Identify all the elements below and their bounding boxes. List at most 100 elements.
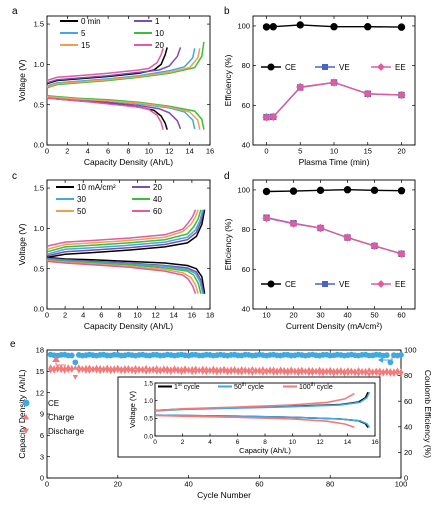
panel-e-ytick-label: 15 — [36, 367, 44, 376]
panel-a-legend-label: 20 — [155, 41, 164, 50]
panel-e-inset-xtick-label: 0 — [153, 439, 157, 446]
panel-e-discharge-point — [214, 370, 220, 376]
panel-a-series-4-discharge-line — [46, 95, 201, 130]
panel-b-series-2-point — [269, 112, 278, 121]
panel-a-series-3-discharge-line — [46, 95, 205, 130]
panel-b-ylabel: Efficiency (%) — [223, 54, 233, 106]
panel-a-legend-label: 10 — [155, 29, 164, 38]
panel-e-inset-legend-prefix: 1 — [174, 384, 178, 391]
panel-e-charge-point — [316, 366, 323, 372]
panel-e-inset-legend-sup: th — [242, 382, 246, 388]
panel-e-inset-legend-suffix: cycle — [315, 384, 333, 391]
panel-e-discharge-point — [377, 372, 383, 378]
panel-e-discharge-point — [97, 369, 103, 375]
panel-e-legend-marker — [22, 399, 30, 407]
panel-e-discharge-point — [143, 370, 149, 375]
panel-a-xtick-label: 6 — [106, 147, 110, 156]
panel-e-charge-point — [65, 364, 71, 369]
panel-c-ytick-label: 0.5 — [34, 264, 44, 273]
panel-e-discharge-point — [147, 369, 153, 375]
panel-e-ce-point — [387, 359, 394, 366]
panel-c-xtick-label: 0 — [45, 311, 49, 320]
panel-b-series-0-point — [296, 21, 304, 29]
panel-a-xtick-label: 2 — [65, 147, 69, 156]
panel-e-charge-point — [58, 364, 64, 370]
panel-e-ce-point — [72, 359, 79, 366]
panel-e-charge-point — [115, 364, 121, 370]
panel-a-series-4-charge-line — [46, 48, 201, 88]
panel-e-discharge-point — [154, 370, 160, 375]
panel-a-series-5-charge-line — [46, 48, 164, 82]
panel-b-series-0-point — [364, 23, 372, 31]
panel-c-legend-label: 20 — [153, 183, 162, 192]
panel-e-charge-point — [288, 366, 294, 372]
panel-b-xtick-label: 0 — [264, 147, 268, 156]
panel-e-charge-point — [267, 366, 273, 372]
panel-d-legend-marker — [267, 280, 275, 288]
panel-e-inset-series-2-charge-line — [154, 392, 355, 412]
panel-c-xtick-label: 18 — [206, 311, 214, 320]
panel-label: b — [224, 6, 230, 17]
panel-a-legend-label: 0 min — [81, 17, 101, 26]
panel-e-charge-point — [108, 365, 114, 371]
panel-a-xtick-label: 0 — [45, 147, 49, 156]
panel-e-discharge-point — [178, 370, 185, 376]
panel-e-charge-point — [132, 364, 139, 370]
panel-e-discharge-point — [263, 370, 270, 376]
panel-e-charge-point — [161, 365, 167, 371]
panel-b-ytick-label: 40 — [242, 141, 250, 150]
panel-e-ytick-right-label: 40 — [404, 422, 412, 431]
panel-e-ytick-label: 6 — [40, 431, 44, 440]
panel-e-ytick-label: 3 — [40, 452, 44, 461]
panel-c-plot-frame — [46, 179, 211, 310]
panel-e-charge-point — [175, 365, 181, 371]
panel-b-series-2-point — [363, 89, 372, 98]
panel-e-discharge-point — [316, 371, 323, 377]
panel-e-ce-axis-arrow — [380, 353, 393, 361]
panel-e-charge-point — [249, 365, 255, 371]
panel-e-discharge-point — [239, 370, 245, 376]
panel-e-discharge-point — [157, 369, 163, 375]
panel-b-legend-marker — [267, 63, 275, 71]
panel-a-legend-label: 5 — [81, 29, 86, 38]
panel-b-ytick-label: 80 — [242, 61, 250, 70]
panel-b-legend-label: VE — [339, 63, 350, 72]
panel-e-charge-point — [348, 367, 355, 373]
panel-e-discharge-point — [341, 371, 347, 377]
panel-c-xtick-label: 8 — [117, 311, 121, 320]
panel-a-xtick-label: 10 — [145, 147, 153, 156]
panel-e-charge-point — [221, 365, 227, 371]
panel-e-charge-point — [232, 366, 238, 371]
panel-d-ylabel: Efficiency (%) — [223, 218, 233, 270]
panel-d-plot-frame — [252, 179, 416, 310]
panel-c-series-3-charge-line — [46, 209, 202, 253]
panel-e-ce-point — [383, 352, 390, 359]
panel-a-ytick-label: 0.0 — [34, 141, 44, 150]
panel-a-series-2-charge-line — [46, 48, 196, 87]
panel-e-xtick-label: 20 — [114, 480, 122, 489]
panel-a-ytick-label: 0.5 — [34, 100, 44, 109]
panel-a-xtick-label: 16 — [206, 147, 214, 156]
panel-e-charge-point — [377, 367, 383, 373]
panel-e-xtick-label: 0 — [45, 480, 49, 489]
panel-label: e — [10, 339, 16, 350]
panel-e-charge-point — [154, 365, 160, 370]
panel-d-legend-marker — [322, 281, 328, 287]
panel-b-legend-label: CE — [285, 63, 296, 72]
panel-b-xtick-label: 20 — [397, 147, 405, 156]
panel-e-discharge-point — [391, 372, 397, 378]
panel-d-xtick-label: 10 — [262, 311, 270, 320]
panel-e-discharge-point — [55, 368, 61, 373]
panel-c-ylabel: Voltage (V) — [17, 223, 27, 265]
panel-b-series-2-line — [266, 81, 402, 118]
panel-a-plot-frame — [46, 15, 211, 146]
panel-d-xtick-label: 20 — [289, 311, 297, 320]
panel-b-efficiency-vs-plasma-time: b 0 5 10 15 20 40 60 80 100 Plasma Time (min) Effic… — [223, 6, 416, 167]
panel-e-charge-point — [210, 365, 216, 371]
panel-b-ytick-label: 60 — [242, 101, 250, 110]
panel-a-xtick-label: 8 — [126, 147, 130, 156]
panel-e-discharge-point — [164, 369, 170, 375]
panel-e-charge-point — [278, 366, 284, 372]
panel-d-series-0-point — [343, 186, 352, 194]
panel-e-charge-point — [260, 366, 266, 371]
